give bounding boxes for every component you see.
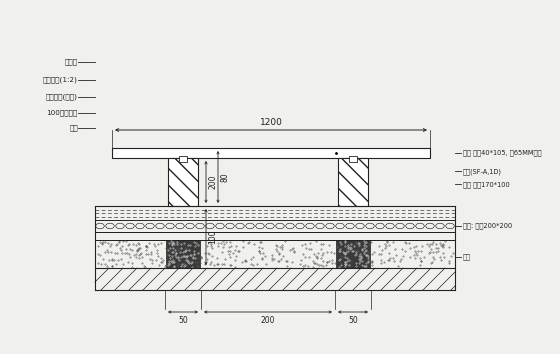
Text: 50: 50 <box>348 316 358 325</box>
Text: 80: 80 <box>220 172 229 182</box>
Text: 防腐板: 防腐板 <box>65 59 78 65</box>
Text: 50: 50 <box>178 316 188 325</box>
Text: 钢桩: 截面200*200: 钢桩: 截面200*200 <box>463 223 512 229</box>
Text: 处理 截面170*100: 处理 截面170*100 <box>463 181 510 188</box>
Text: 水泥砂浆(1:2): 水泥砂浆(1:2) <box>43 77 78 83</box>
Text: 柱桩: 柱桩 <box>69 125 78 131</box>
Text: 桩桩: 桩桩 <box>463 253 471 260</box>
Bar <box>179 156 187 162</box>
Bar <box>338 158 368 206</box>
Text: 200: 200 <box>261 316 276 325</box>
Text: 钢槽(SF-A,1D): 钢槽(SF-A,1D) <box>463 168 502 175</box>
Text: 楼板 规格40*105, 每65MM点距: 楼板 规格40*105, 每65MM点距 <box>463 150 542 156</box>
Bar <box>168 158 198 206</box>
Text: 200: 200 <box>208 175 217 189</box>
Text: 100厚地板板: 100厚地板板 <box>46 110 78 116</box>
Bar <box>112 148 430 158</box>
Text: 防锈处理(刷防): 防锈处理(刷防) <box>46 94 78 100</box>
Text: 100: 100 <box>208 230 217 244</box>
Bar <box>349 156 357 162</box>
Text: 1200: 1200 <box>260 118 282 127</box>
Bar <box>336 240 370 268</box>
Bar <box>166 240 200 268</box>
